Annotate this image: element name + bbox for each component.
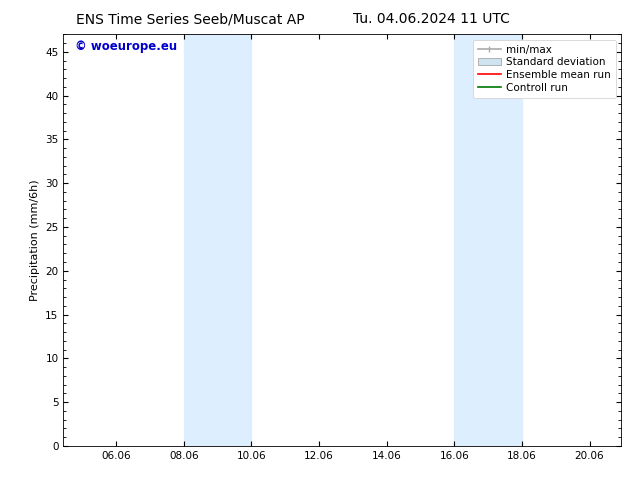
Bar <box>455 34 522 446</box>
Text: Tu. 04.06.2024 11 UTC: Tu. 04.06.2024 11 UTC <box>353 12 510 26</box>
Legend: min/max, Standard deviation, Ensemble mean run, Controll run: min/max, Standard deviation, Ensemble me… <box>473 40 616 98</box>
Bar <box>184 34 252 446</box>
Y-axis label: Precipitation (mm/6h): Precipitation (mm/6h) <box>30 179 40 301</box>
Text: ENS Time Series Seeb/Muscat AP: ENS Time Series Seeb/Muscat AP <box>76 12 304 26</box>
Text: © woeurope.eu: © woeurope.eu <box>75 41 177 53</box>
